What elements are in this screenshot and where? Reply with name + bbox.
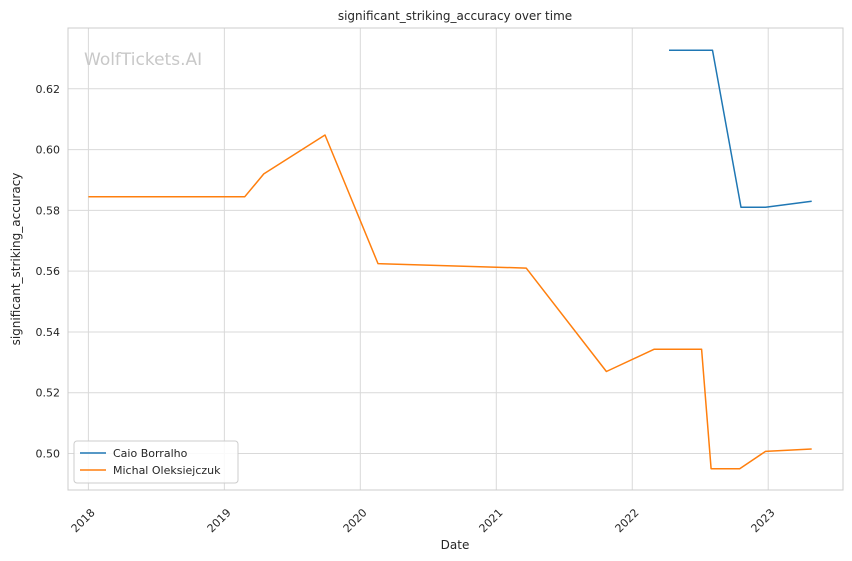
y-tick-label: 0.54	[36, 326, 61, 339]
y-tick-label: 0.52	[36, 387, 61, 400]
y-tick-label: 0.50	[36, 448, 61, 461]
y-axis-label: significant_striking_accuracy	[9, 173, 23, 346]
legend-label-caio-borralho: Caio Borralho	[113, 447, 188, 460]
y-axis-ticks: 0.50 0.52 0.54 0.56 0.58 0.60 0.62	[36, 83, 61, 461]
y-tick-label: 0.58	[36, 204, 61, 217]
series-line-michal-oleksiejczuk	[88, 134, 812, 470]
y-tick-label: 0.56	[36, 265, 61, 278]
legend: Caio Borralho Michal Oleksiejczuk	[73, 440, 239, 484]
legend-label-michal-oleksiejczuk: Michal Oleksiejczuk	[113, 464, 221, 477]
legend-box	[73, 440, 239, 484]
watermark: WolfTickets.AI	[84, 50, 202, 70]
chart-title: significant_striking_accuracy over time	[338, 9, 572, 23]
plot-frame	[67, 27, 844, 491]
y-tick-label: 0.62	[36, 83, 61, 96]
series-layer	[88, 49, 812, 470]
grid	[68, 28, 843, 490]
series-line-caio-borralho	[669, 49, 812, 209]
x-axis-label: Date	[441, 538, 470, 552]
y-tick-label: 0.60	[36, 144, 61, 157]
